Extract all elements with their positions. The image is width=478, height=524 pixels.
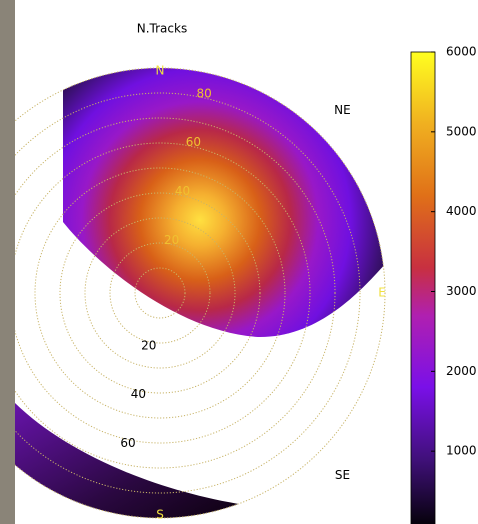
zenith-ring <box>15 67 386 519</box>
heatmap-region <box>63 68 385 338</box>
colorbar-tick-label: 5000 <box>446 124 477 138</box>
colorbar-tick-label: 3000 <box>446 284 477 298</box>
zenith-ring <box>15 117 336 469</box>
direction-label: SE <box>335 468 350 482</box>
zenith-ring <box>15 142 311 444</box>
zenith-label: 60 <box>120 436 135 450</box>
plot-area <box>15 67 386 519</box>
direction-label: N <box>156 64 165 78</box>
zenith-ring <box>59 192 261 394</box>
colorbar-tick-label: 6000 <box>446 45 477 59</box>
zenith-label: 40 <box>131 387 146 401</box>
heatmap-region <box>15 398 245 518</box>
colorbar-tick-label: 1000 <box>446 444 477 458</box>
direction-label: E <box>378 286 386 300</box>
zenith-ring <box>34 167 286 419</box>
chart-title: N.Tracks <box>137 22 187 36</box>
zenith-label: 60 <box>186 135 201 149</box>
colorbar-tick-label: 2000 <box>446 364 477 378</box>
background-photo <box>0 0 15 524</box>
zenith-label: 80 <box>197 86 212 100</box>
colorbar <box>410 51 436 524</box>
zenith-label: 40 <box>175 184 190 198</box>
zenith-label: 20 <box>164 233 179 247</box>
zenith-label: 20 <box>141 338 156 352</box>
direction-label: S <box>156 508 164 522</box>
colorbar-tick-label: 4000 <box>446 204 477 218</box>
zenith-ring <box>109 242 211 344</box>
zenith-ring <box>84 217 236 369</box>
direction-label: NE <box>334 103 351 117</box>
zenith-ring <box>15 92 361 494</box>
zenith-ring <box>134 267 186 319</box>
